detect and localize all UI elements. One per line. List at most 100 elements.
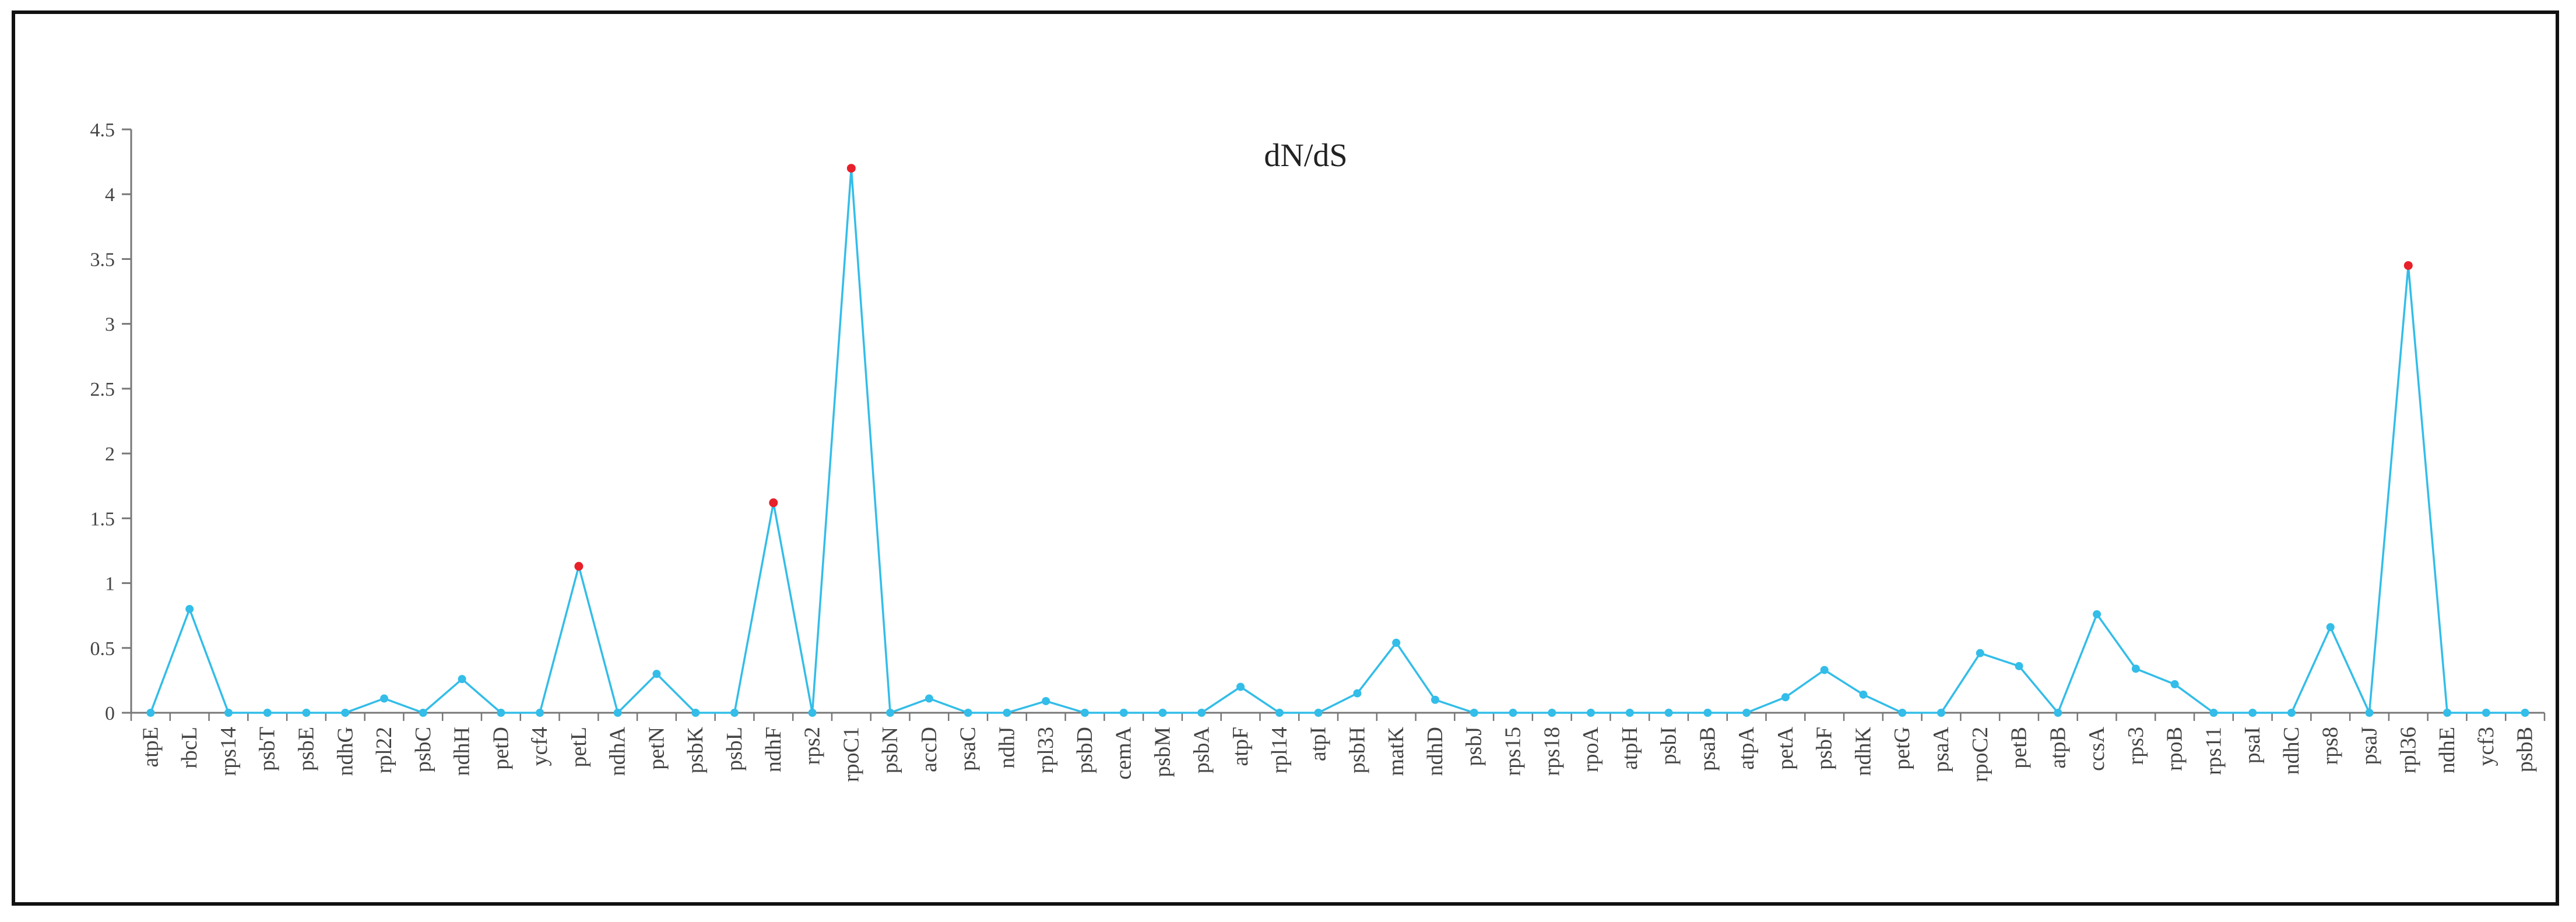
x-tick-label: rpl36: [2396, 727, 2420, 773]
data-point: [1275, 709, 1284, 717]
x-tick-label: petD: [489, 727, 513, 770]
x-tick-label: psbE: [294, 727, 318, 771]
x-tick-label: ndhK: [1851, 726, 1875, 776]
data-point-highlighted: [846, 164, 856, 173]
x-tick-label: rpoC2: [1968, 727, 1992, 782]
data-point: [2170, 680, 2179, 689]
data-point: [1937, 709, 1945, 717]
data-point: [536, 709, 544, 717]
data-point: [1976, 649, 1984, 657]
x-tick-label: ycf4: [528, 727, 552, 766]
data-point: [146, 709, 155, 717]
x-tick-label: ndhD: [1423, 727, 1447, 776]
x-tick-label: rps11: [2201, 727, 2226, 775]
x-tick-label: rps14: [216, 727, 241, 776]
x-tick-label: ndhF: [761, 727, 786, 772]
data-point-highlighted: [2403, 261, 2413, 270]
x-tick-label: rps8: [2318, 727, 2343, 765]
y-axis: 0 0.5 1 1.5 2 2.5 3 3.5 4 4.5: [90, 119, 132, 724]
data-point: [1820, 666, 1829, 674]
data-point: [1703, 709, 1712, 717]
x-tick-label: psbD: [1073, 727, 1097, 773]
data-point: [1392, 638, 1401, 647]
data-point: [2054, 709, 2062, 717]
data-point: [1664, 709, 1673, 717]
data-point: [1119, 709, 1128, 717]
data-point: [380, 694, 389, 703]
x-tick-label: atpA: [1734, 726, 1759, 769]
x-tick-label: ndhH: [450, 727, 475, 776]
data-point: [1003, 709, 1011, 717]
data-point: [1781, 693, 1790, 702]
data-point: [2443, 709, 2452, 717]
data-point: [2521, 709, 2529, 717]
data-point: [2131, 664, 2140, 673]
x-tick-label: petL: [567, 727, 591, 768]
x-tick-label: psbM: [1151, 727, 1175, 777]
x-tick-label: accD: [917, 727, 941, 772]
x-tick-label: ndhC: [2279, 727, 2304, 775]
x-tick-label: psbI: [1657, 727, 1681, 765]
x-tick-label: rpoC1: [839, 727, 863, 782]
data-point: [2093, 610, 2101, 618]
x-tick-label: psaJ: [2357, 727, 2382, 765]
data-point: [419, 709, 427, 717]
data-point: [1898, 709, 1907, 717]
x-tick-label: rpl22: [372, 727, 396, 773]
x-tick-label: atpE: [138, 727, 163, 768]
x-tick-label: cemA: [1112, 726, 1136, 779]
y-tick-label: 4.5: [90, 119, 115, 141]
x-tick-label: rps3: [2124, 727, 2148, 765]
series-dnds: [146, 164, 2529, 717]
data-point: [964, 709, 972, 717]
x-tick-label: matK: [1384, 726, 1408, 776]
data-point: [652, 670, 661, 678]
y-tick-label: 1: [105, 573, 115, 595]
data-point: [925, 694, 933, 703]
data-point: [1548, 709, 1556, 717]
x-tick-label: petA: [1773, 726, 1798, 769]
x-tick-label: ccsA: [2085, 726, 2109, 771]
x-tick-label: psbF: [1812, 727, 1837, 770]
data-point: [1509, 709, 1517, 717]
data-point-highlighted: [574, 562, 584, 571]
x-tick-label: psbC: [411, 727, 435, 772]
x-tick-label: psbH: [1345, 727, 1369, 773]
x-tick-label: rpl33: [1034, 727, 1058, 773]
data-point-highlighted: [769, 498, 778, 508]
x-tick-label: rps18: [1540, 727, 1564, 776]
x-tick-label: rps2: [800, 727, 825, 765]
data-point: [263, 709, 272, 717]
data-point: [691, 709, 700, 717]
y-tick-label: 1.5: [90, 508, 115, 530]
y-tick-label: 0: [105, 703, 115, 724]
data-point: [302, 709, 311, 717]
x-tick-label: ycf3: [2474, 727, 2498, 766]
x-tick-label: rbcL: [177, 727, 202, 769]
x-tick-label: psbB: [2513, 727, 2538, 772]
y-tick-label: 4: [105, 184, 115, 206]
data-point: [2326, 623, 2335, 632]
x-tick-label: rpl14: [1267, 727, 1292, 773]
x-tick-label: psbT: [255, 727, 280, 771]
x-tick-label: psaA: [1929, 726, 1953, 772]
data-point: [1353, 689, 1362, 698]
x-tick-label: atpH: [1618, 727, 1642, 770]
data-point: [808, 709, 817, 717]
x-tick-label: atpF: [1228, 727, 1253, 766]
data-point: [613, 709, 622, 717]
chart-frame: [12, 10, 2559, 906]
x-tick-label: psbK: [683, 726, 708, 773]
y-tick-label: 2: [105, 444, 115, 465]
x-tick-label: petB: [2007, 727, 2032, 769]
data-point: [1470, 709, 1478, 717]
data-point: [1587, 709, 1595, 717]
data-point: [730, 709, 739, 717]
data-point: [1197, 709, 1206, 717]
x-tick-label: rpoB: [2163, 727, 2187, 771]
y-tick-label: 2.5: [90, 379, 115, 400]
data-point: [2287, 709, 2296, 717]
data-point: [185, 605, 194, 614]
x-tick-label: psaC: [956, 727, 981, 771]
data-point: [1431, 695, 1439, 704]
